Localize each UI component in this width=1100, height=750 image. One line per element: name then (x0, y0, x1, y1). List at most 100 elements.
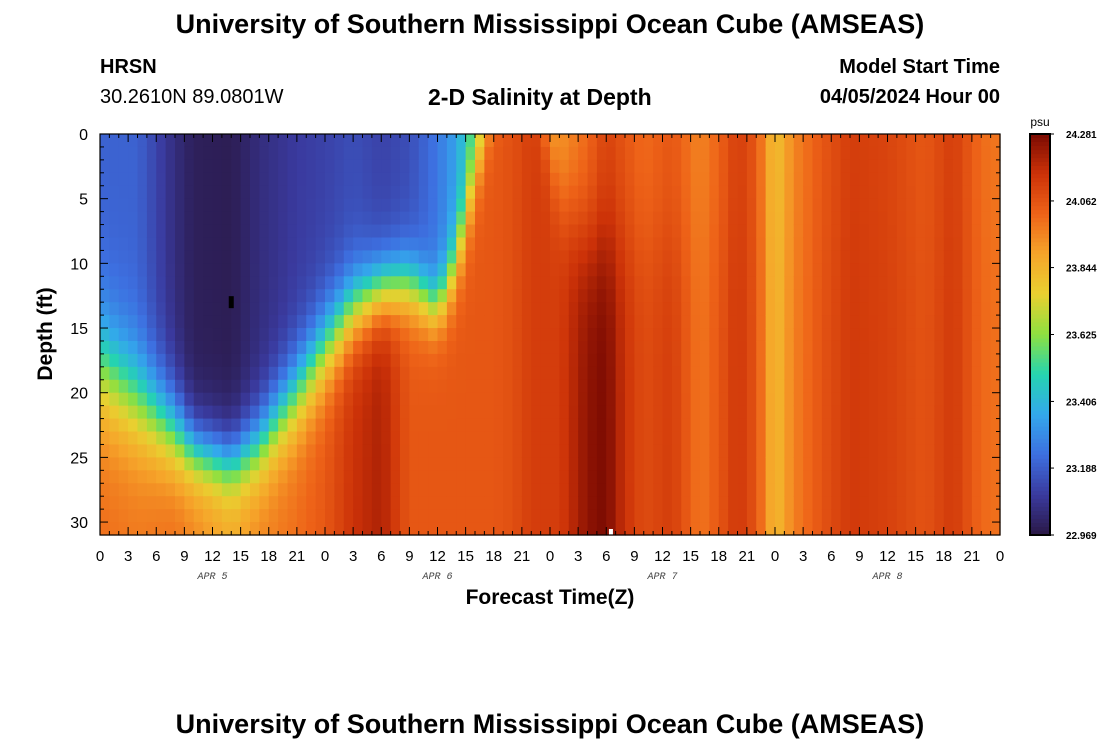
heatmap-cell (484, 172, 495, 187)
heatmap-cell (896, 340, 907, 355)
heatmap-cell (250, 353, 260, 368)
heatmap-cell (531, 159, 542, 174)
colorbar-segment (1030, 150, 1050, 155)
heatmap-cell (343, 302, 354, 316)
heatmap-cell (709, 328, 720, 342)
heatmap-cell (915, 418, 926, 433)
heatmap-cell (137, 302, 148, 316)
heatmap-cell (231, 522, 242, 536)
colorbar-segment (1030, 410, 1050, 416)
heatmap-cell (756, 405, 767, 420)
heatmap-cell (662, 263, 673, 277)
heatmap-cell (428, 328, 439, 342)
heatmap-cell (878, 444, 889, 458)
heatmap-cell (156, 276, 167, 290)
heatmap-cell (118, 431, 129, 446)
heatmap-cell (709, 379, 720, 394)
heatmap-cell (287, 353, 298, 368)
heatmap-cell (990, 405, 1001, 420)
heatmap-cell (437, 250, 448, 264)
heatmap-cell (296, 366, 307, 381)
heatmap-cell (315, 483, 326, 497)
heatmap-cell (793, 457, 804, 471)
heatmap-cell (296, 134, 307, 148)
heatmap-cell (550, 224, 560, 239)
heatmap-cell (531, 198, 542, 213)
colorbar-segment (1030, 214, 1050, 219)
heatmap-cell (175, 483, 185, 497)
heatmap-cell (268, 134, 279, 148)
heatmap-cell (521, 444, 532, 458)
heatmap-cell (437, 224, 448, 239)
heatmap-cell (428, 366, 439, 381)
heatmap-cell (821, 418, 832, 433)
heatmap-cell (146, 198, 157, 213)
heatmap-cell (925, 302, 935, 316)
heatmap-cell (990, 315, 1001, 329)
heatmap-cell (906, 496, 917, 510)
colorbar-segment (1030, 526, 1050, 532)
heatmap-cell (456, 134, 467, 148)
heatmap-cell (165, 198, 176, 213)
heatmap-cell (521, 431, 532, 446)
heatmap-cell (709, 470, 720, 484)
heatmap-cell (634, 392, 645, 407)
heatmap-cell (662, 457, 673, 471)
heatmap-cell (146, 522, 157, 536)
heatmap-cell (109, 185, 120, 200)
x-tick-label: 0 (771, 548, 779, 565)
heatmap-cell (493, 211, 504, 226)
heatmap-cell (971, 483, 982, 497)
colorbar-segment (1030, 234, 1050, 239)
heatmap-cell (634, 340, 645, 355)
heatmap-cell (681, 405, 692, 420)
heatmap-cell (775, 276, 785, 290)
heatmap-cell (559, 444, 570, 458)
heatmap-cell (728, 431, 739, 446)
heatmap-cell (756, 263, 767, 277)
heatmap-cell (221, 418, 232, 433)
heatmap-cell (718, 185, 729, 200)
heatmap-cell (231, 302, 242, 316)
x-tick-label: 6 (827, 548, 835, 565)
heatmap-cell (765, 405, 776, 420)
heatmap-cell (681, 134, 692, 148)
heatmap-cell (859, 483, 870, 497)
heatmap-cell (775, 379, 785, 394)
heatmap-cell (381, 496, 392, 510)
heatmap-cell (221, 315, 232, 329)
heatmap-cell (953, 366, 964, 381)
heatmap-cell (709, 146, 720, 161)
heatmap-cell (700, 198, 710, 213)
heatmap-cell (334, 185, 345, 200)
heatmap-cell (212, 496, 223, 510)
heatmap-cell (212, 237, 223, 252)
heatmap-cell (953, 392, 964, 407)
heatmap-cell (756, 198, 767, 213)
heatmap-cell (840, 224, 851, 239)
heatmap-cell (671, 522, 682, 536)
heatmap-cell (343, 379, 354, 394)
heatmap-cell (390, 211, 401, 226)
heatmap-cell (128, 457, 139, 471)
x-tick-label: 6 (377, 548, 385, 565)
heatmap-cell (475, 172, 485, 187)
heatmap-cell (896, 392, 907, 407)
heatmap-cell (671, 315, 682, 329)
heatmap-cell (578, 302, 589, 316)
heatmap-cell (240, 340, 251, 355)
heatmap-cell (690, 418, 701, 433)
heatmap-cell (793, 250, 804, 264)
heatmap-cell (653, 224, 664, 239)
heatmap-cell (175, 366, 185, 381)
heatmap-cell (362, 250, 373, 264)
heatmap-cell (221, 392, 232, 407)
heatmap-cell (887, 289, 898, 303)
colorbar-segment (1030, 162, 1050, 167)
heatmap-cell (934, 302, 945, 316)
heatmap-cell (475, 185, 485, 200)
heatmap-cell (681, 509, 692, 523)
heatmap-cell (137, 418, 148, 433)
heatmap-cell (934, 237, 945, 252)
heatmap-cell (287, 340, 298, 355)
